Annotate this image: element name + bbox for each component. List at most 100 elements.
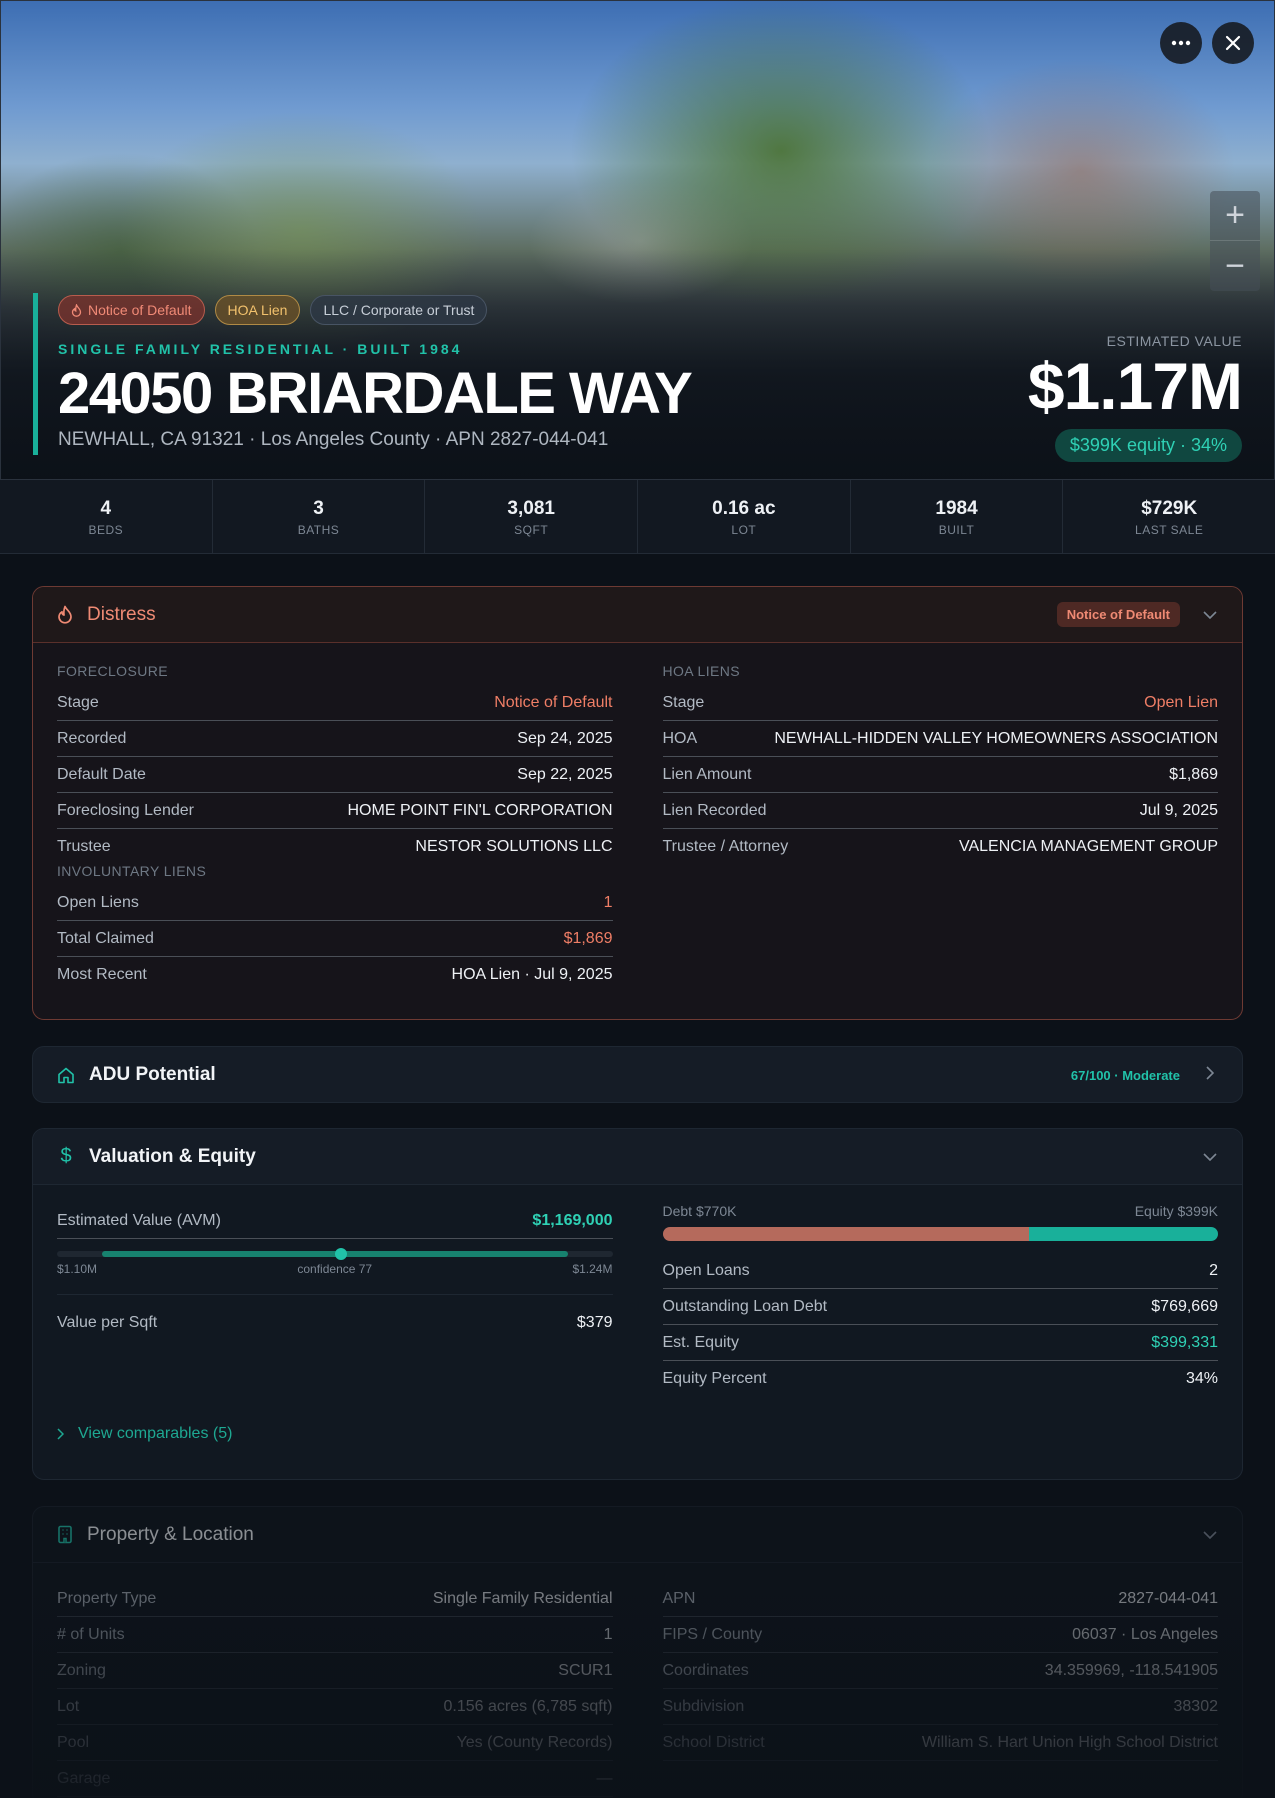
row-key: Estimated Value (AVM) [57, 1211, 221, 1229]
detail-row: Open Liens 1 [57, 885, 613, 921]
detail-row: Equity Percent 34% [663, 1361, 1219, 1397]
detail-row: Coordinates 34.359969, -118.541905 [662, 1653, 1218, 1689]
stat-label: BATHS [297, 523, 340, 537]
row-value: $1,169,000 [532, 1211, 613, 1229]
tag-hoa-lien[interactable]: HOA Lien [214, 295, 301, 325]
row-value: 1 [603, 893, 613, 911]
detail-row: Est. Equity $399,331 [662, 1325, 1218, 1361]
row-value: SCUR1 [558, 1661, 613, 1679]
row-value: HOA Lien · Jul 9, 2025 [451, 966, 613, 983]
row-key: Default Date [57, 765, 146, 783]
row-key: Zoning [57, 1661, 106, 1679]
detail-row: Trustee NESTOR SOLUTIONS LLC [57, 829, 613, 865]
row-key: Most Recent [57, 966, 147, 983]
detail-row: APN 2827-044-041 [662, 1581, 1218, 1617]
row-key: Subdivision [662, 1697, 745, 1715]
row-key: Value per Sqft [57, 1314, 158, 1331]
row-value: 2 [1209, 1261, 1218, 1279]
stat-label: BEDS [88, 523, 124, 537]
dollar-icon: $ [60, 1145, 72, 1167]
row-key: Lien Amount [662, 765, 752, 783]
confidence-marker [335, 1248, 347, 1260]
row-value: William S. Hart Union High School Distri… [921, 1733, 1218, 1751]
zoom-out-button[interactable]: − [1225, 246, 1245, 285]
chevron-down-icon[interactable] [1202, 1148, 1218, 1166]
link-label: View comparables (5) [78, 1425, 233, 1442]
detail-row: Property Type Single Family Residential [57, 1581, 613, 1617]
row-value: HOME POINT FIN'L CORPORATION [347, 801, 613, 819]
row-value: Sep 24, 2025 [517, 729, 613, 747]
row-value: 1 [603, 1625, 613, 1643]
tag-label: LLC / Corporate or Trust [323, 302, 475, 318]
tag-notice-of-default[interactable]: Notice of Default [58, 295, 205, 325]
adu-score: 67/100 · Moderate [1070, 1067, 1180, 1083]
row-value: VALENCIA MANAGEMENT GROUP [958, 838, 1218, 855]
card-title: Distress [87, 603, 156, 625]
row-key: # of Units [57, 1625, 125, 1643]
row-key: Pool [57, 1733, 90, 1751]
row-key: Lien Recorded [662, 801, 767, 819]
detail-row: Pool Yes (County Records) [57, 1725, 613, 1761]
stat-label: LAST SALE [1135, 523, 1204, 537]
hero-photo: + − Notice of Default HOA Lien LLC / Cor… [0, 0, 1275, 480]
row-key: Trustee [57, 838, 111, 855]
detail-row: Zoning SCUR1 [57, 1653, 613, 1689]
property-header[interactable]: Property & Location [33, 1507, 1242, 1563]
detail-row: Stage Notice of Default [57, 685, 613, 721]
row-key: School District [662, 1733, 765, 1751]
confidence-range-bar [57, 1248, 613, 1260]
row-value: $379 [576, 1314, 613, 1331]
stat-value: 4 [100, 498, 112, 519]
equity-column: Debt $770K Equity $399K Open Loans 2 Outs… [662, 1203, 1219, 1397]
estimated-value-block: ESTIMATED VALUE $1.17M $399K equity · 34… [1028, 333, 1243, 462]
stat-built: 1984 BUILT [851, 480, 1064, 553]
property-right-column: APN 2827-044-041 FIPS / County 06037 · Los… [662, 1581, 1218, 1797]
stat-label: LOT [731, 523, 757, 537]
detail-row: Total Claimed $1,869 [57, 921, 613, 957]
zoom-in-button[interactable]: + [1210, 191, 1260, 241]
estimated-value-label: ESTIMATED VALUE [1106, 333, 1242, 349]
valuation-header[interactable]: $ Valuation & Equity [33, 1129, 1242, 1185]
row-value: NEWHALL-HIDDEN VALLEY HOMEOWNERS ASSOCIA… [774, 729, 1218, 747]
debt-equity-bar [662, 1227, 1219, 1241]
map-zoom-controls: + − [1210, 191, 1260, 291]
detail-row: Lien Recorded Jul 9, 2025 [662, 793, 1218, 829]
row-key: Stage [57, 693, 99, 711]
row-key: Foreclosing Lender [57, 801, 194, 819]
row-key: Trustee / Attorney [662, 838, 789, 855]
avm-column: Estimated Value (AVM) $1,169,000 $1.10M c… [57, 1203, 613, 1397]
card-title: ADU Potential [89, 1064, 216, 1085]
row-key: Stage [662, 693, 705, 711]
more-options-button[interactable] [1160, 22, 1202, 64]
section-label: INVOLUNTARY LIENS [57, 863, 207, 879]
view-comparables-link[interactable]: View comparables (5) [57, 1425, 232, 1443]
property-location-card: Property & Location Property Type Single … [32, 1506, 1243, 1798]
distress-header[interactable]: Distress Notice of Default [33, 587, 1242, 643]
chevron-down-icon[interactable] [1202, 606, 1218, 624]
adu-potential-card[interactable]: ADU Potential 67/100 · Moderate [32, 1046, 1243, 1103]
stat-value: 3 [313, 498, 324, 519]
adu-header[interactable]: ADU Potential 67/100 · Moderate [33, 1047, 1242, 1102]
tag-llc-corporate-trust[interactable]: LLC / Corporate or Trust [310, 295, 488, 325]
equity-label: Equity $399K [1134, 1203, 1218, 1219]
chevron-down-icon[interactable] [1202, 1526, 1218, 1544]
row-key: Est. Equity [662, 1333, 739, 1351]
close-button[interactable] [1212, 22, 1254, 64]
debt-segment [662, 1227, 1030, 1241]
section-label: HOA LIENS [662, 663, 741, 679]
card-title: Valuation & Equity [89, 1145, 256, 1167]
chevron-right-icon[interactable] [1202, 1065, 1218, 1085]
tag-label: HOA Lien [227, 302, 288, 318]
range-low: $1.10M [57, 1262, 98, 1276]
row-value: Single Family Residential [432, 1589, 613, 1607]
detail-row: School District William S. Hart Union Hig… [662, 1725, 1218, 1761]
avm-row: Estimated Value (AVM) $1,169,000 [57, 1203, 613, 1239]
detail-row: # of Units 1 [57, 1617, 613, 1653]
value-per-sqft-row: Value per Sqft $379 [57, 1305, 613, 1341]
property-address: 24050 BRIARDALE WAY [58, 361, 693, 426]
valuation-equity-card: $ Valuation & Equity Estimated Value (AV… [32, 1128, 1243, 1480]
hoa-liens-column: HOA LIENS Stage Open Lien HOA NEWHALL-HIDD… [662, 663, 1218, 993]
row-value: Jul 9, 2025 [1139, 801, 1218, 819]
debt-label: Debt $770K [662, 1203, 737, 1219]
row-key: Outstanding Loan Debt [662, 1297, 828, 1315]
